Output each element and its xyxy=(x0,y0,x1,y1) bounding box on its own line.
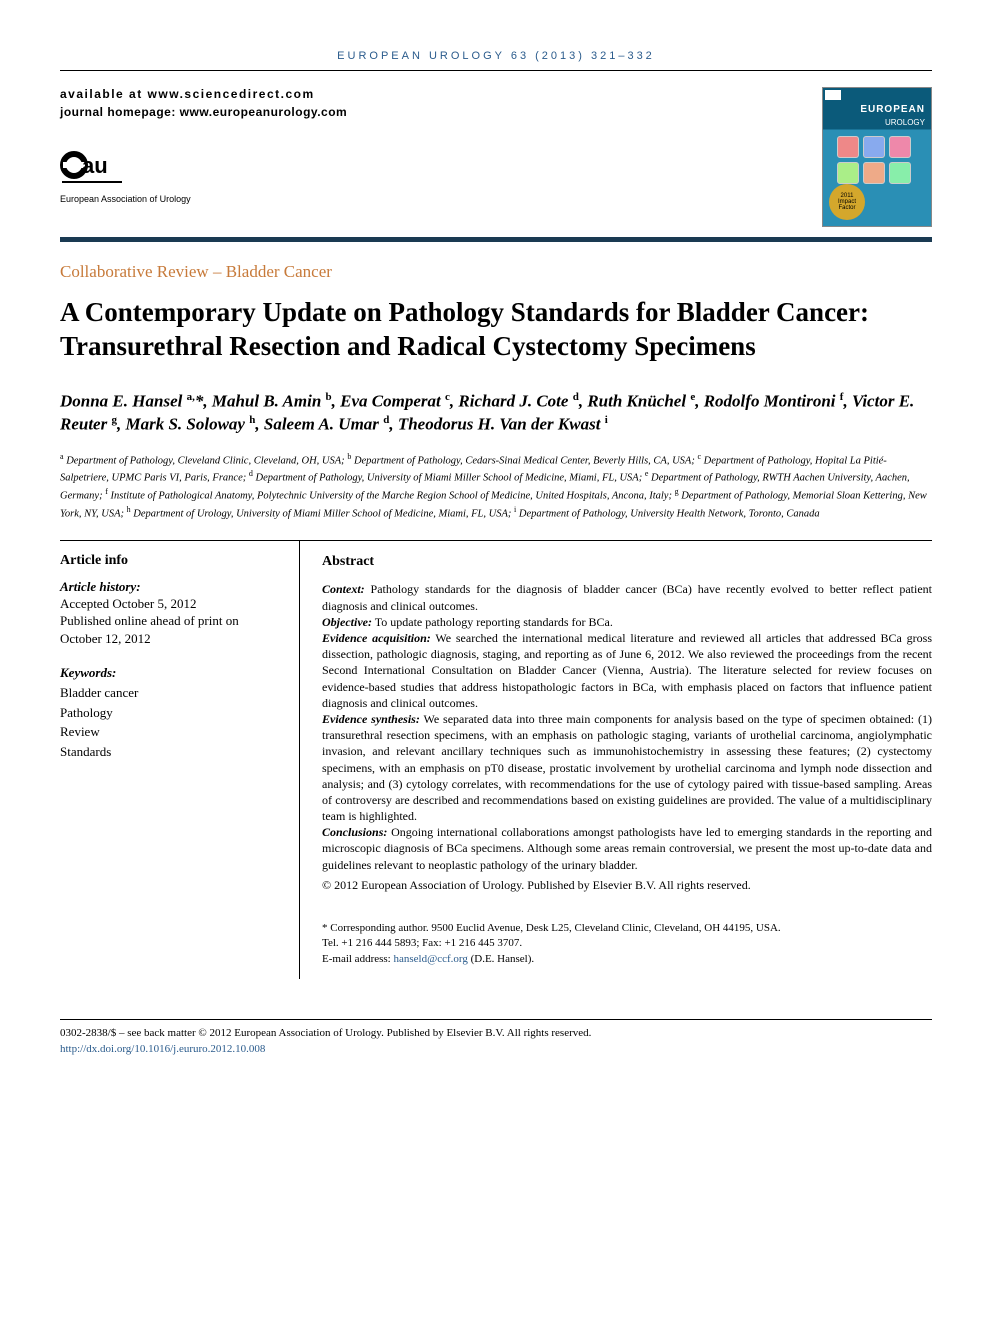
info-abstract-columns: Article info Article history: Accepted O… xyxy=(60,540,932,980)
author-list: Donna E. Hansel a,*, Mahul B. Amin b, Ev… xyxy=(60,390,932,437)
keyword-item: Standards xyxy=(60,742,281,762)
article-info-heading: Article info xyxy=(60,553,281,569)
email-suffix: (D.E. Hansel). xyxy=(468,953,534,965)
cover-subhead: UROLOGY xyxy=(885,118,925,127)
conclusions-text: Ongoing international collaborations amo… xyxy=(322,825,932,871)
society-name: European Association of Urology xyxy=(60,195,822,205)
evidence-syn-label: Evidence synthesis: xyxy=(322,712,420,726)
corr-line-1: * Corresponding author. 9500 Euclid Aven… xyxy=(322,921,932,936)
email-label: E-mail address: xyxy=(322,953,393,965)
objective-text: To update pathology reporting standards … xyxy=(372,615,613,629)
homepage-line: journal homepage: www.europeanurology.co… xyxy=(60,105,822,119)
evidence-syn-text: We separated data into three main compon… xyxy=(322,712,932,823)
article-info-column: Article info Article history: Accepted O… xyxy=(60,541,300,980)
svg-text:au: au xyxy=(82,153,108,178)
availability-line: available at www.sciencedirect.com xyxy=(60,87,822,101)
keyword-item: Bladder cancer xyxy=(60,683,281,703)
conclusions-label: Conclusions: xyxy=(322,825,387,839)
footer-rule xyxy=(60,1019,932,1020)
objective-label: Objective: xyxy=(322,615,372,629)
footer-copyright: 0302-2838/$ – see back matter © 2012 Eur… xyxy=(60,1026,932,1041)
abstract-conclusions: Conclusions: Ongoing international colla… xyxy=(322,824,932,873)
top-rule xyxy=(60,70,932,71)
context-label: Context: xyxy=(322,582,365,596)
running-head: EUROPEAN UROLOGY 63 (2013) 321–332 xyxy=(60,50,932,70)
keywords-list: Bladder cancerPathologyReviewStandards xyxy=(60,683,281,761)
corr-email-link[interactable]: hanseld@ccf.org xyxy=(393,953,467,965)
society-logo: au xyxy=(60,147,822,189)
corresponding-author: * Corresponding author. 9500 Euclid Aven… xyxy=(322,921,932,967)
thick-rule xyxy=(60,237,932,242)
keywords-label: Keywords: xyxy=(60,665,281,681)
keyword-item: Review xyxy=(60,722,281,742)
journal-cover-thumbnail: EUROPEAN UROLOGY 2011 Impact Factor xyxy=(822,87,932,227)
evidence-acq-label: Evidence acquisition: xyxy=(322,631,431,645)
impact-factor-badge: 2011 Impact Factor xyxy=(829,184,865,220)
abstract-heading: Abstract xyxy=(322,553,932,572)
history-label: Article history: xyxy=(60,579,281,595)
affiliation-list: a Department of Pathology, Cleveland Cli… xyxy=(60,451,932,522)
corr-line-2: Tel. +1 216 444 5893; Fax: +1 216 445 37… xyxy=(322,936,932,951)
abstract-objective: Objective: To update pathology reporting… xyxy=(322,614,932,630)
doi-link[interactable]: http://dx.doi.org/10.1016/j.eururo.2012.… xyxy=(60,1043,265,1055)
article-title: A Contemporary Update on Pathology Stand… xyxy=(60,296,932,364)
page-footer: 0302-2838/$ – see back matter © 2012 Eur… xyxy=(60,1026,932,1057)
eau-logo-icon: au xyxy=(60,147,124,189)
abstract-context: Context: Pathology standards for the dia… xyxy=(322,581,932,613)
history-body: Accepted October 5, 2012Published online… xyxy=(60,595,281,648)
abstract-evidence-acquisition: Evidence acquisition: We searched the in… xyxy=(322,630,932,711)
corr-email-line: E-mail address: hanseld@ccf.org (D.E. Ha… xyxy=(322,952,932,967)
context-text: Pathology standards for the diagnosis of… xyxy=(322,582,932,612)
article-category: Collaborative Review – Bladder Cancer xyxy=(60,262,932,282)
abstract-evidence-synthesis: Evidence synthesis: We separated data in… xyxy=(322,711,932,824)
abstract-copyright: © 2012 European Association of Urology. … xyxy=(322,877,932,893)
abstract-column: Abstract Context: Pathology standards fo… xyxy=(300,541,932,980)
cover-masthead: EUROPEAN xyxy=(860,104,925,115)
header-block: available at www.sciencedirect.com journ… xyxy=(60,87,932,227)
keyword-item: Pathology xyxy=(60,703,281,723)
